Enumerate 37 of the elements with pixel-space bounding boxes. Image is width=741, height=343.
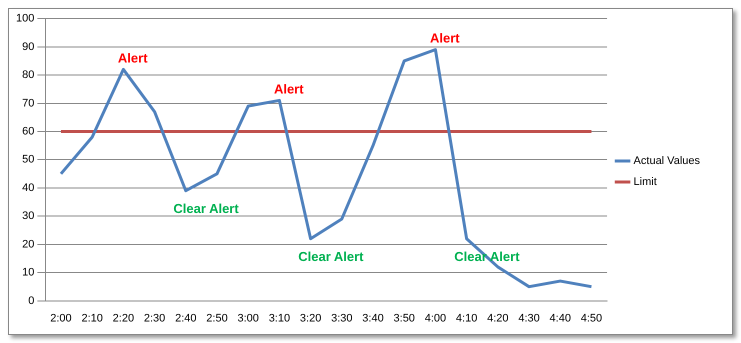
x-tick-label: 2:20 xyxy=(112,312,134,324)
legend-label: Actual Values xyxy=(634,155,700,168)
y-tick-label: 80 xyxy=(22,69,34,82)
x-tick-label: 3:30 xyxy=(331,312,353,324)
y-tick-label: 10 xyxy=(22,266,34,279)
x-tick-label: 2:00 xyxy=(50,312,72,324)
annotation: Clear Alert xyxy=(173,200,240,216)
x-tick-label: 2:50 xyxy=(206,312,228,324)
x-tick-label: 2:10 xyxy=(81,312,103,324)
x-tick-label: 3:50 xyxy=(394,312,415,324)
annotation: Alert xyxy=(430,30,460,46)
x-tick-label: 4:10 xyxy=(456,312,478,324)
annotation: Alert xyxy=(118,50,148,66)
x-tick-label: 3:20 xyxy=(300,312,322,324)
x-tick-label: 4:30 xyxy=(518,312,540,324)
y-tick-label: 70 xyxy=(22,97,34,110)
y-tick-label: 20 xyxy=(22,238,34,250)
y-tick-label: 100 xyxy=(16,12,34,25)
x-tick-label: 4:00 xyxy=(424,312,446,324)
y-tick-label: 40 xyxy=(22,182,34,194)
annotation: Clear Alert xyxy=(298,248,364,264)
y-tick-label: 30 xyxy=(22,210,34,222)
x-tick-label: 4:20 xyxy=(487,312,509,324)
x-tick-label: 4:40 xyxy=(550,312,571,324)
annotation: Alert xyxy=(274,82,304,97)
y-tick-label: 50 xyxy=(22,154,34,166)
y-tick-label: 60 xyxy=(22,126,34,138)
x-tick-label: 2:40 xyxy=(175,312,196,324)
annotation: Clear Alert xyxy=(454,248,520,264)
y-tick-label: 90 xyxy=(22,40,34,53)
x-tick-label: 2:30 xyxy=(144,312,166,324)
y-tick-label: 0 xyxy=(28,294,34,307)
legend-label: Limit xyxy=(634,176,657,188)
x-tick-label: 3:00 xyxy=(237,312,259,324)
x-tick-label: 3:40 xyxy=(362,312,384,324)
x-tick-label: 4:50 xyxy=(580,312,602,324)
x-tick-label: 3:10 xyxy=(268,312,290,324)
